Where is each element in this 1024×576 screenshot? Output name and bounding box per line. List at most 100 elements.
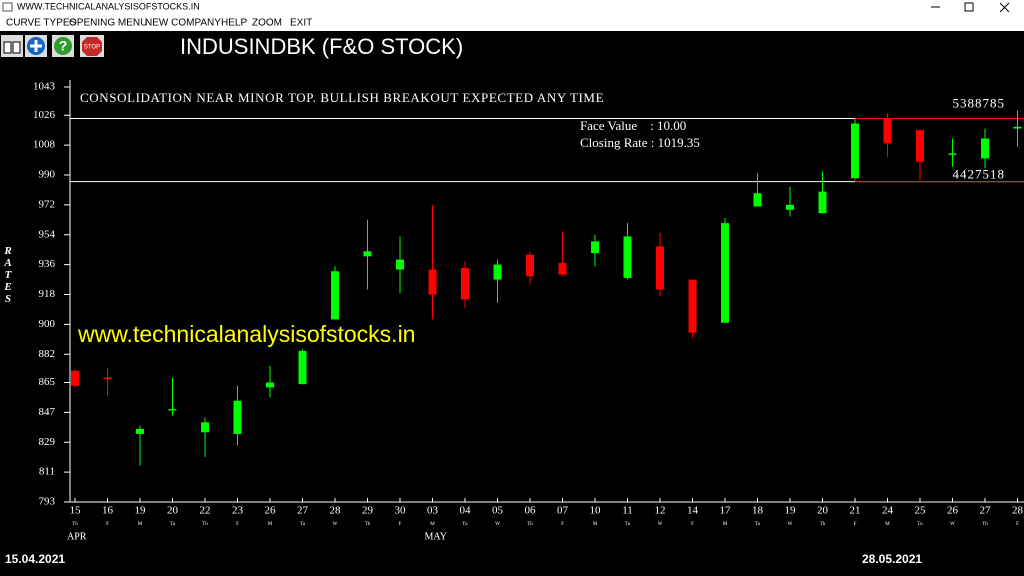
level-label: 4427518 — [953, 167, 1006, 182]
x-tick-label: 28 — [1012, 505, 1024, 517]
x-tick-label: 22 — [200, 505, 211, 517]
x-tick-label: 10 — [590, 505, 602, 517]
candle-body — [428, 269, 437, 295]
weekday-label: M — [268, 522, 273, 527]
start-date: 15.04.2021 — [5, 552, 65, 566]
x-tick-label: 06 — [525, 505, 537, 517]
annotation: CONSOLIDATION NEAR MINOR TOP. BULLISH BR… — [80, 90, 604, 105]
candle-body — [298, 350, 307, 385]
weekday-label: Tu — [462, 522, 468, 527]
candle-body — [201, 422, 209, 433]
candle-body — [266, 382, 274, 388]
y-tick-label: 954 — [39, 228, 56, 240]
candle-body — [233, 400, 242, 434]
menu-item[interactable]: CURVE TYPES — [6, 18, 77, 29]
x-tick-label: 20 — [817, 505, 829, 517]
end-date: 28.05.2021 — [862, 552, 922, 566]
weekday-label: F — [1016, 522, 1019, 527]
help-icon — [54, 37, 72, 55]
help-icon-mark: ? — [59, 38, 68, 54]
weekday-label: Tu — [170, 522, 176, 527]
restore-button[interactable] — [964, 2, 974, 12]
weekday-label: Tu — [625, 522, 631, 527]
candle-body — [331, 271, 339, 320]
weekday-label: W — [788, 522, 793, 527]
month-label: MAY — [425, 531, 447, 542]
candle-body — [558, 262, 567, 275]
y-tick-label: 972 — [39, 198, 56, 210]
candle-body — [493, 264, 502, 280]
weekday-label: M — [723, 522, 728, 527]
candle-body — [948, 153, 957, 155]
candle-body — [103, 377, 112, 380]
candle-body — [818, 191, 827, 214]
x-tick-label: 07 — [557, 505, 569, 517]
weekday-label: F — [561, 522, 564, 527]
weekday-label: F — [106, 522, 109, 527]
candle-body — [753, 193, 762, 207]
x-tick-label: 29 — [362, 505, 374, 517]
x-tick-label: 20 — [167, 505, 179, 517]
weekday-label: W — [495, 522, 500, 527]
x-tick-label: 27 — [980, 505, 992, 517]
x-tick-label: 04 — [460, 505, 472, 517]
book-icon — [3, 41, 21, 54]
y-tick-label: 847 — [39, 406, 56, 418]
weekday-label: Tu — [300, 522, 306, 527]
candle-body — [71, 370, 79, 386]
y-tick-label: 829 — [39, 436, 56, 448]
stop-icon — [82, 37, 102, 56]
candle-body — [916, 130, 924, 162]
weekday-label: Th — [202, 522, 208, 527]
y-tick-label: 990 — [39, 169, 56, 181]
month-label: APR — [67, 531, 87, 542]
candle-body — [851, 123, 859, 179]
weekday-label: W — [658, 522, 663, 527]
x-tick-label: 24 — [882, 505, 894, 517]
x-tick-label: 25 — [915, 505, 927, 517]
x-tick-label: 26 — [265, 505, 277, 517]
candle-body — [883, 118, 892, 144]
weekday-label: M — [138, 522, 143, 527]
weekday-label: Tu — [917, 522, 923, 527]
y-tick-label: 793 — [39, 496, 56, 508]
weekday-label: Th — [982, 522, 988, 527]
x-tick-label: 19 — [785, 505, 797, 517]
weekday-label: M — [593, 522, 598, 527]
menu-item[interactable]: HELP — [221, 18, 247, 29]
candle-body — [363, 251, 372, 257]
stop-icon-text: STOP — [84, 45, 100, 51]
app-icon — [2, 2, 13, 12]
x-tick-label: 21 — [850, 505, 861, 517]
y-tick-label: 1043 — [33, 81, 56, 93]
weekday-label: Th — [527, 522, 533, 527]
x-tick-label: 28 — [330, 505, 342, 517]
menu-item[interactable]: NEW COMPANY — [145, 18, 221, 29]
x-tick-label: 18 — [752, 505, 764, 517]
candle-body — [786, 204, 794, 210]
close-button[interactable] — [999, 2, 1010, 13]
title-menu-background — [0, 0, 1024, 31]
candle-body — [1013, 126, 1022, 129]
candle-body — [688, 279, 697, 333]
weekday-label: Th — [72, 522, 78, 527]
chart-title: INDUSINDBK (F&O STOCK) — [180, 34, 463, 59]
weekday-label: F — [691, 522, 694, 527]
level-label: 5388785 — [953, 96, 1006, 111]
x-tick-label: 17 — [720, 505, 732, 517]
y-tick-label: 1026 — [33, 109, 56, 121]
candle-body — [461, 267, 469, 300]
weekday-label: Th — [820, 522, 826, 527]
x-tick-label: 11 — [622, 505, 633, 517]
menu-item[interactable]: EXIT — [290, 18, 312, 29]
menu-item[interactable]: OPENING MENU — [69, 18, 147, 29]
x-tick-label: 19 — [135, 505, 147, 517]
x-tick-label: 23 — [232, 505, 244, 517]
add-icon-plus — [30, 40, 42, 52]
menu-item[interactable]: ZOOM — [252, 18, 282, 29]
x-tick-label: 16 — [102, 505, 114, 517]
y-tick-label: 1008 — [33, 139, 56, 151]
candle-body — [591, 241, 599, 253]
candle-body — [721, 223, 729, 323]
